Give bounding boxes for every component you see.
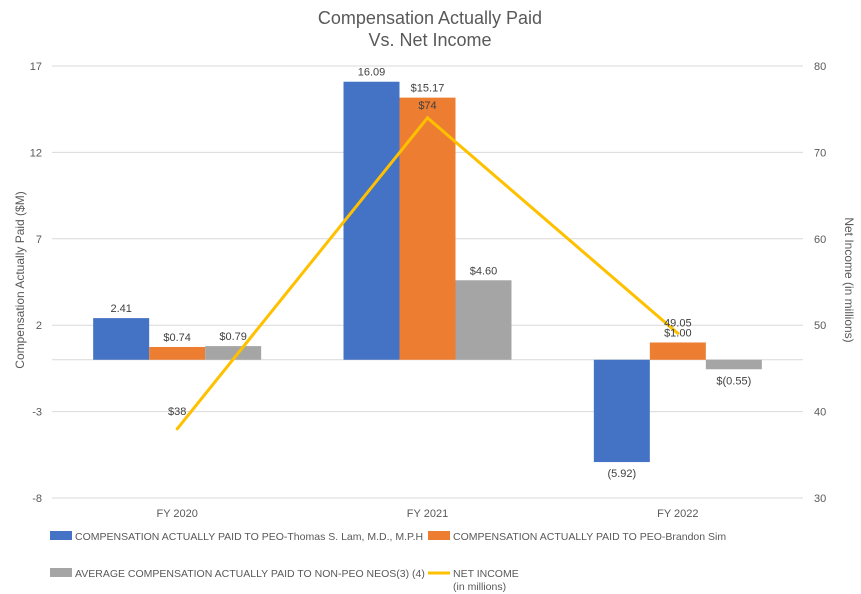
bar [705, 359, 762, 370]
line-data-label: $38 [168, 406, 186, 418]
bar [149, 346, 206, 360]
y-axis-title: Compensation Actually Paid ($M) [13, 191, 27, 368]
bar [205, 346, 262, 360]
legend: COMPENSATION ACTUALLY PAID TO PEO-Thomas… [50, 531, 726, 593]
y2-axis-ticks: 30 40 50 60 70 80 [814, 61, 826, 505]
legend-swatch [428, 531, 450, 540]
line-series [175, 115, 680, 431]
bar [93, 318, 150, 360]
y2-tick-label: 30 [814, 493, 826, 505]
legend-swatch [50, 568, 72, 577]
y2-tick-label: 50 [814, 320, 826, 332]
legend-label: (in millions) [453, 581, 506, 593]
y-tick-label: 2 [36, 320, 42, 332]
legend-swatch [50, 531, 72, 540]
y2-tick-label: 60 [814, 234, 826, 246]
x-tick-label: FY 2021 [407, 508, 448, 520]
y-tick-label: -3 [32, 407, 42, 419]
y-tick-label: 12 [30, 147, 42, 159]
data-label: $15.17 [411, 83, 445, 95]
data-label: 16.09 [358, 67, 386, 79]
y-tick-label: 17 [30, 61, 42, 73]
bar-series [93, 81, 762, 463]
line-point [175, 427, 179, 431]
y2-axis-title: Net Income (in millions) [842, 217, 856, 342]
bar [593, 359, 650, 463]
line-data-label: $74 [418, 100, 436, 112]
data-label: (5.92) [607, 468, 636, 480]
legend-label: COMPENSATION ACTUALLY PAID TO PEO-Thomas… [75, 531, 423, 543]
legend-label: AVERAGE COMPENSATION ACTUALLY PAID TO NO… [75, 568, 425, 580]
y2-tick-label: 80 [814, 61, 826, 73]
x-tick-label: FY 2020 [156, 508, 197, 520]
line-point [676, 331, 680, 335]
x-tick-label: FY 2022 [657, 508, 698, 520]
y2-tick-label: 70 [814, 147, 826, 159]
bar [343, 81, 400, 360]
y-axis-ticks: -8 -3 2 7 12 17 [30, 61, 42, 505]
data-label: $(0.55) [716, 375, 751, 387]
data-label: $0.79 [219, 331, 247, 343]
bar [399, 97, 456, 360]
data-label: $1.00 [664, 327, 692, 339]
y2-tick-label: 40 [814, 407, 826, 419]
data-label: $4.60 [470, 265, 498, 277]
line-point [426, 116, 429, 120]
data-label: 2.41 [110, 303, 131, 315]
chart-title-line-1: Compensation Actually Paid [318, 8, 542, 28]
y-tick-label: 7 [36, 234, 42, 246]
chart-title-line-2: Vs. Net Income [368, 30, 491, 50]
legend-label: COMPENSATION ACTUALLY PAID TO PEO-Brando… [453, 531, 726, 543]
line-data-label: 49.05 [664, 317, 692, 329]
data-labels: 2.41 16.09 (5.92) $0.74 $15.17 $1.00 $0.79 $4.6… [110, 67, 751, 480]
data-label: $0.74 [163, 332, 191, 344]
y-tick-label: -8 [32, 493, 42, 505]
legend-label: NET INCOME [453, 568, 519, 580]
bar [455, 280, 512, 360]
x-axis-ticks: FY 2020 FY 2021 FY 2022 [156, 508, 698, 520]
bar [649, 342, 706, 360]
